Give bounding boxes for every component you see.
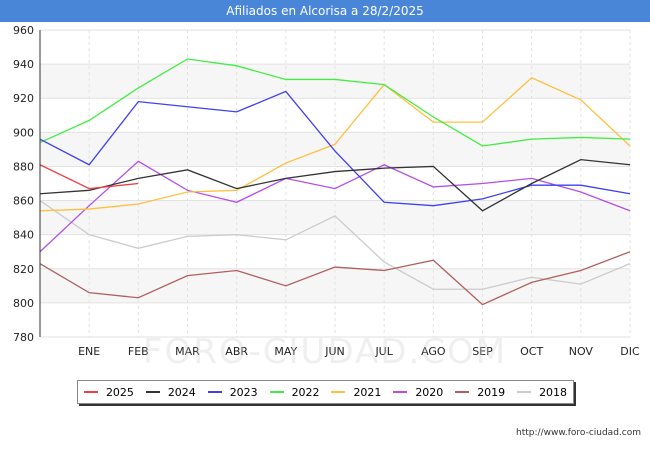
y-tick-label: 860 xyxy=(13,195,34,208)
legend-label: 2018 xyxy=(539,385,568,399)
x-tick-label: SEP xyxy=(472,345,493,358)
series-line-2024 xyxy=(39,158,631,212)
legend-item-2024: 2024 xyxy=(145,385,196,399)
grid-band xyxy=(40,30,630,65)
legend-swatch xyxy=(455,391,470,393)
y-tick-label: 960 xyxy=(13,24,34,37)
series-line-2022 xyxy=(39,58,631,147)
watermark-text: FORO-CIUDAD.COM xyxy=(142,332,508,372)
x-tick-label: MAY xyxy=(274,345,297,358)
legend-swatch xyxy=(207,391,222,393)
legend-label: 2021 xyxy=(353,385,382,399)
legend-item-2019: 2019 xyxy=(455,386,505,399)
y-tick-label: 920 xyxy=(13,92,34,105)
series-line-2020 xyxy=(39,160,631,253)
data-series xyxy=(39,58,631,306)
y-tick-label: 820 xyxy=(13,263,34,276)
y-axis-ticks: 780 800 820 840 860 880 900 920 940 960 xyxy=(13,24,34,344)
y-tick-label: 780 xyxy=(13,331,34,344)
x-tick-label: ABR xyxy=(225,345,248,358)
legend-swatch xyxy=(269,391,284,393)
y-tick-label: 800 xyxy=(13,297,34,310)
grid-band xyxy=(40,64,630,99)
legend-swatch xyxy=(331,391,346,393)
legend-item-2025: 2025 xyxy=(83,385,134,399)
legend-item-2023: 2023 xyxy=(207,385,258,399)
legend-swatch xyxy=(393,391,408,393)
series-line-2018 xyxy=(39,200,631,290)
series-line-2019 xyxy=(39,251,631,306)
x-tick-label: DIC xyxy=(620,345,640,358)
x-tick-label: AGO xyxy=(421,345,446,358)
legend-label: 2023 xyxy=(229,385,258,399)
x-tick-label: JUL xyxy=(374,345,393,358)
x-tick-label: FEB xyxy=(128,345,149,358)
grid-lines xyxy=(40,29,631,338)
series-line-2025 xyxy=(39,164,139,190)
grid-band xyxy=(40,234,630,269)
x-tick-label: ENE xyxy=(78,345,100,358)
legend-label: 2024 xyxy=(167,385,196,399)
series-line-2023 xyxy=(39,90,631,207)
legend-label: 2020 xyxy=(415,385,444,399)
source-url: http://www.foro-ciudad.com xyxy=(516,428,641,438)
y-tick-label: 840 xyxy=(13,229,34,242)
grid-band xyxy=(40,132,630,167)
x-tick-label: NOV xyxy=(569,345,594,358)
legend-label: 2019 xyxy=(477,385,506,399)
x-tick-label: OCT xyxy=(520,345,543,358)
x-axis-ticks: ENE FEB MAR ABR MAY JUN JUL AGO SEP OCT NOV DIC xyxy=(78,345,640,358)
legend-item-2022: 2022 xyxy=(269,385,320,399)
grid-band xyxy=(40,268,630,303)
legend: 2025 2024 2023 2022 2021 2020 2019 2018 xyxy=(77,380,574,404)
y-tick-label: 900 xyxy=(13,126,34,139)
y-tick-label: 880 xyxy=(13,160,34,173)
legend-swatch xyxy=(517,391,532,393)
legend-item-2021: 2021 xyxy=(331,386,381,399)
series-line-2021 xyxy=(39,76,631,212)
legend-item-2020: 2020 xyxy=(393,386,443,399)
chart-title: Afiliados en Alcorisa a 28/2/2025 xyxy=(0,0,650,22)
legend-label: 2025 xyxy=(105,385,134,399)
x-tick-label: MAR xyxy=(175,345,200,358)
x-tick-label: JUN xyxy=(324,345,345,358)
legend-label: 2022 xyxy=(291,385,320,399)
y-tick-label: 940 xyxy=(13,58,34,71)
legend-swatch xyxy=(83,391,98,393)
legend-swatch xyxy=(145,391,160,393)
legend-item-2018: 2018 xyxy=(517,386,567,399)
